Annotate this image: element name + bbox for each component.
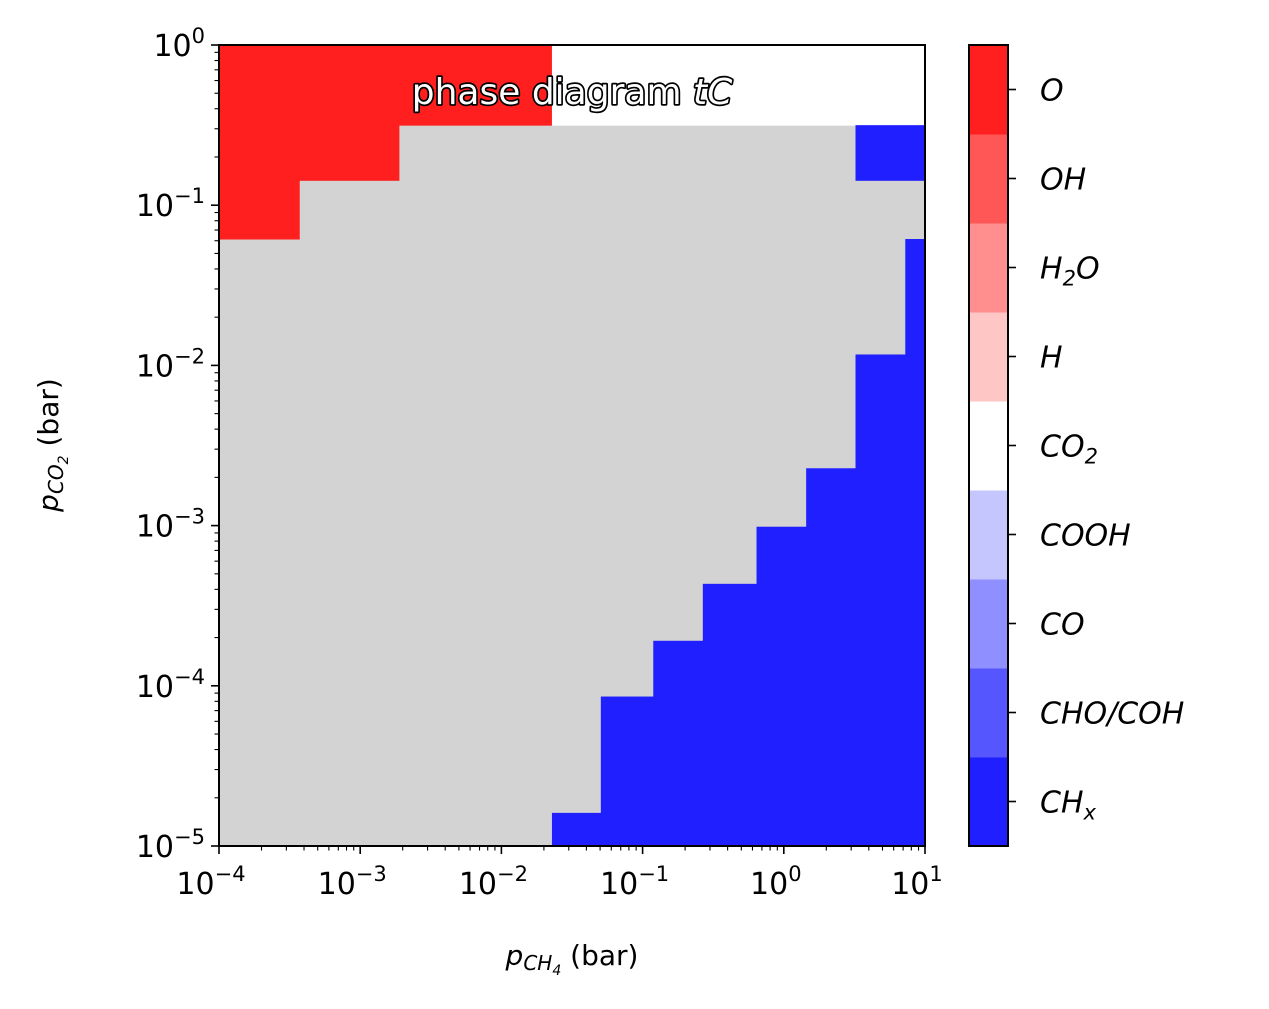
colorbar-label-o: O [1040,74,1064,109]
x-tick-label: 101 [891,862,943,902]
y-axis-label: pCO2 (bar) [32,378,72,513]
phase-region-chx [905,239,926,355]
colorbar-segment-chx [969,757,1008,847]
phase-region-o [219,125,400,181]
colorbar-segment-co2 [969,401,1008,491]
phase-region-chx [756,526,926,585]
x-tick-label: 100 [750,862,802,902]
colorbar-label-chx: CHx [1040,786,1097,825]
colorbar-segment-o [969,45,1008,135]
phase-region-chx [600,696,926,814]
y-tick-label: 10−5 [136,825,205,865]
chart-title: phase diagram tC [412,72,733,113]
axes: 10−4 10−3 10−2 10−1 100 10110−510−410−310−210… [136,24,943,902]
colorbar-segment-cho-coh [969,668,1008,758]
colorbar-label-oh: OH [1040,163,1086,198]
x-tick-label: 10−1 [600,862,669,902]
y-tick-label: 10−4 [136,665,205,705]
colorbar-segment-cooh [969,490,1008,580]
colorbar-label-h: H [1040,341,1063,376]
x-tick-label: 10−4 [176,862,245,902]
phase-region-co2 [551,45,926,126]
colorbar: CHx CHO/COH CO COOH CO2 H H2O OH O [968,44,1184,847]
y-tick-label: 100 [153,24,205,64]
phase-region-chx [855,354,926,469]
y-tick-label: 10−1 [136,184,205,224]
x-tick-label: 10−3 [318,862,387,902]
colorbar-segment-h [969,312,1008,402]
phase-region-chx [653,640,926,698]
colorbar-label-cho-coh: CHO/COH [1040,697,1184,732]
phase-region-o [219,45,553,126]
y-tick-label: 10−3 [136,505,205,545]
colorbar-label-co2: CO2 [1040,430,1098,469]
x-axis-label: pCH4 (bar) [505,939,639,979]
colorbar-segment-oh [969,134,1008,224]
phase-region-o [219,180,300,240]
phase-region-chx [855,125,926,181]
x-tick-label: 10−2 [459,862,528,902]
colorbar-segment-h2o [969,223,1008,313]
colorbar-frame [968,44,1009,847]
phase-region-chx [702,583,926,642]
phase-region-chx [806,468,926,528]
phase-region-chx [551,812,926,847]
plot-area [219,45,926,847]
colorbar-segment-co [969,579,1008,669]
y-tick-label: 10−2 [136,344,205,384]
plot-frame [218,44,926,847]
colorbar-label-co: CO [1040,608,1085,643]
colorbar-label-cooh: COOH [1040,519,1131,554]
colorbar-label-h2o: H2O [1040,252,1100,291]
